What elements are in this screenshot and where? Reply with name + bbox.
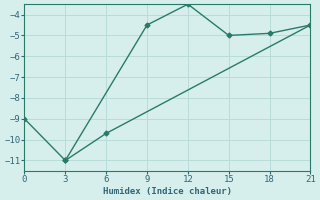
- X-axis label: Humidex (Indice chaleur): Humidex (Indice chaleur): [103, 187, 232, 196]
